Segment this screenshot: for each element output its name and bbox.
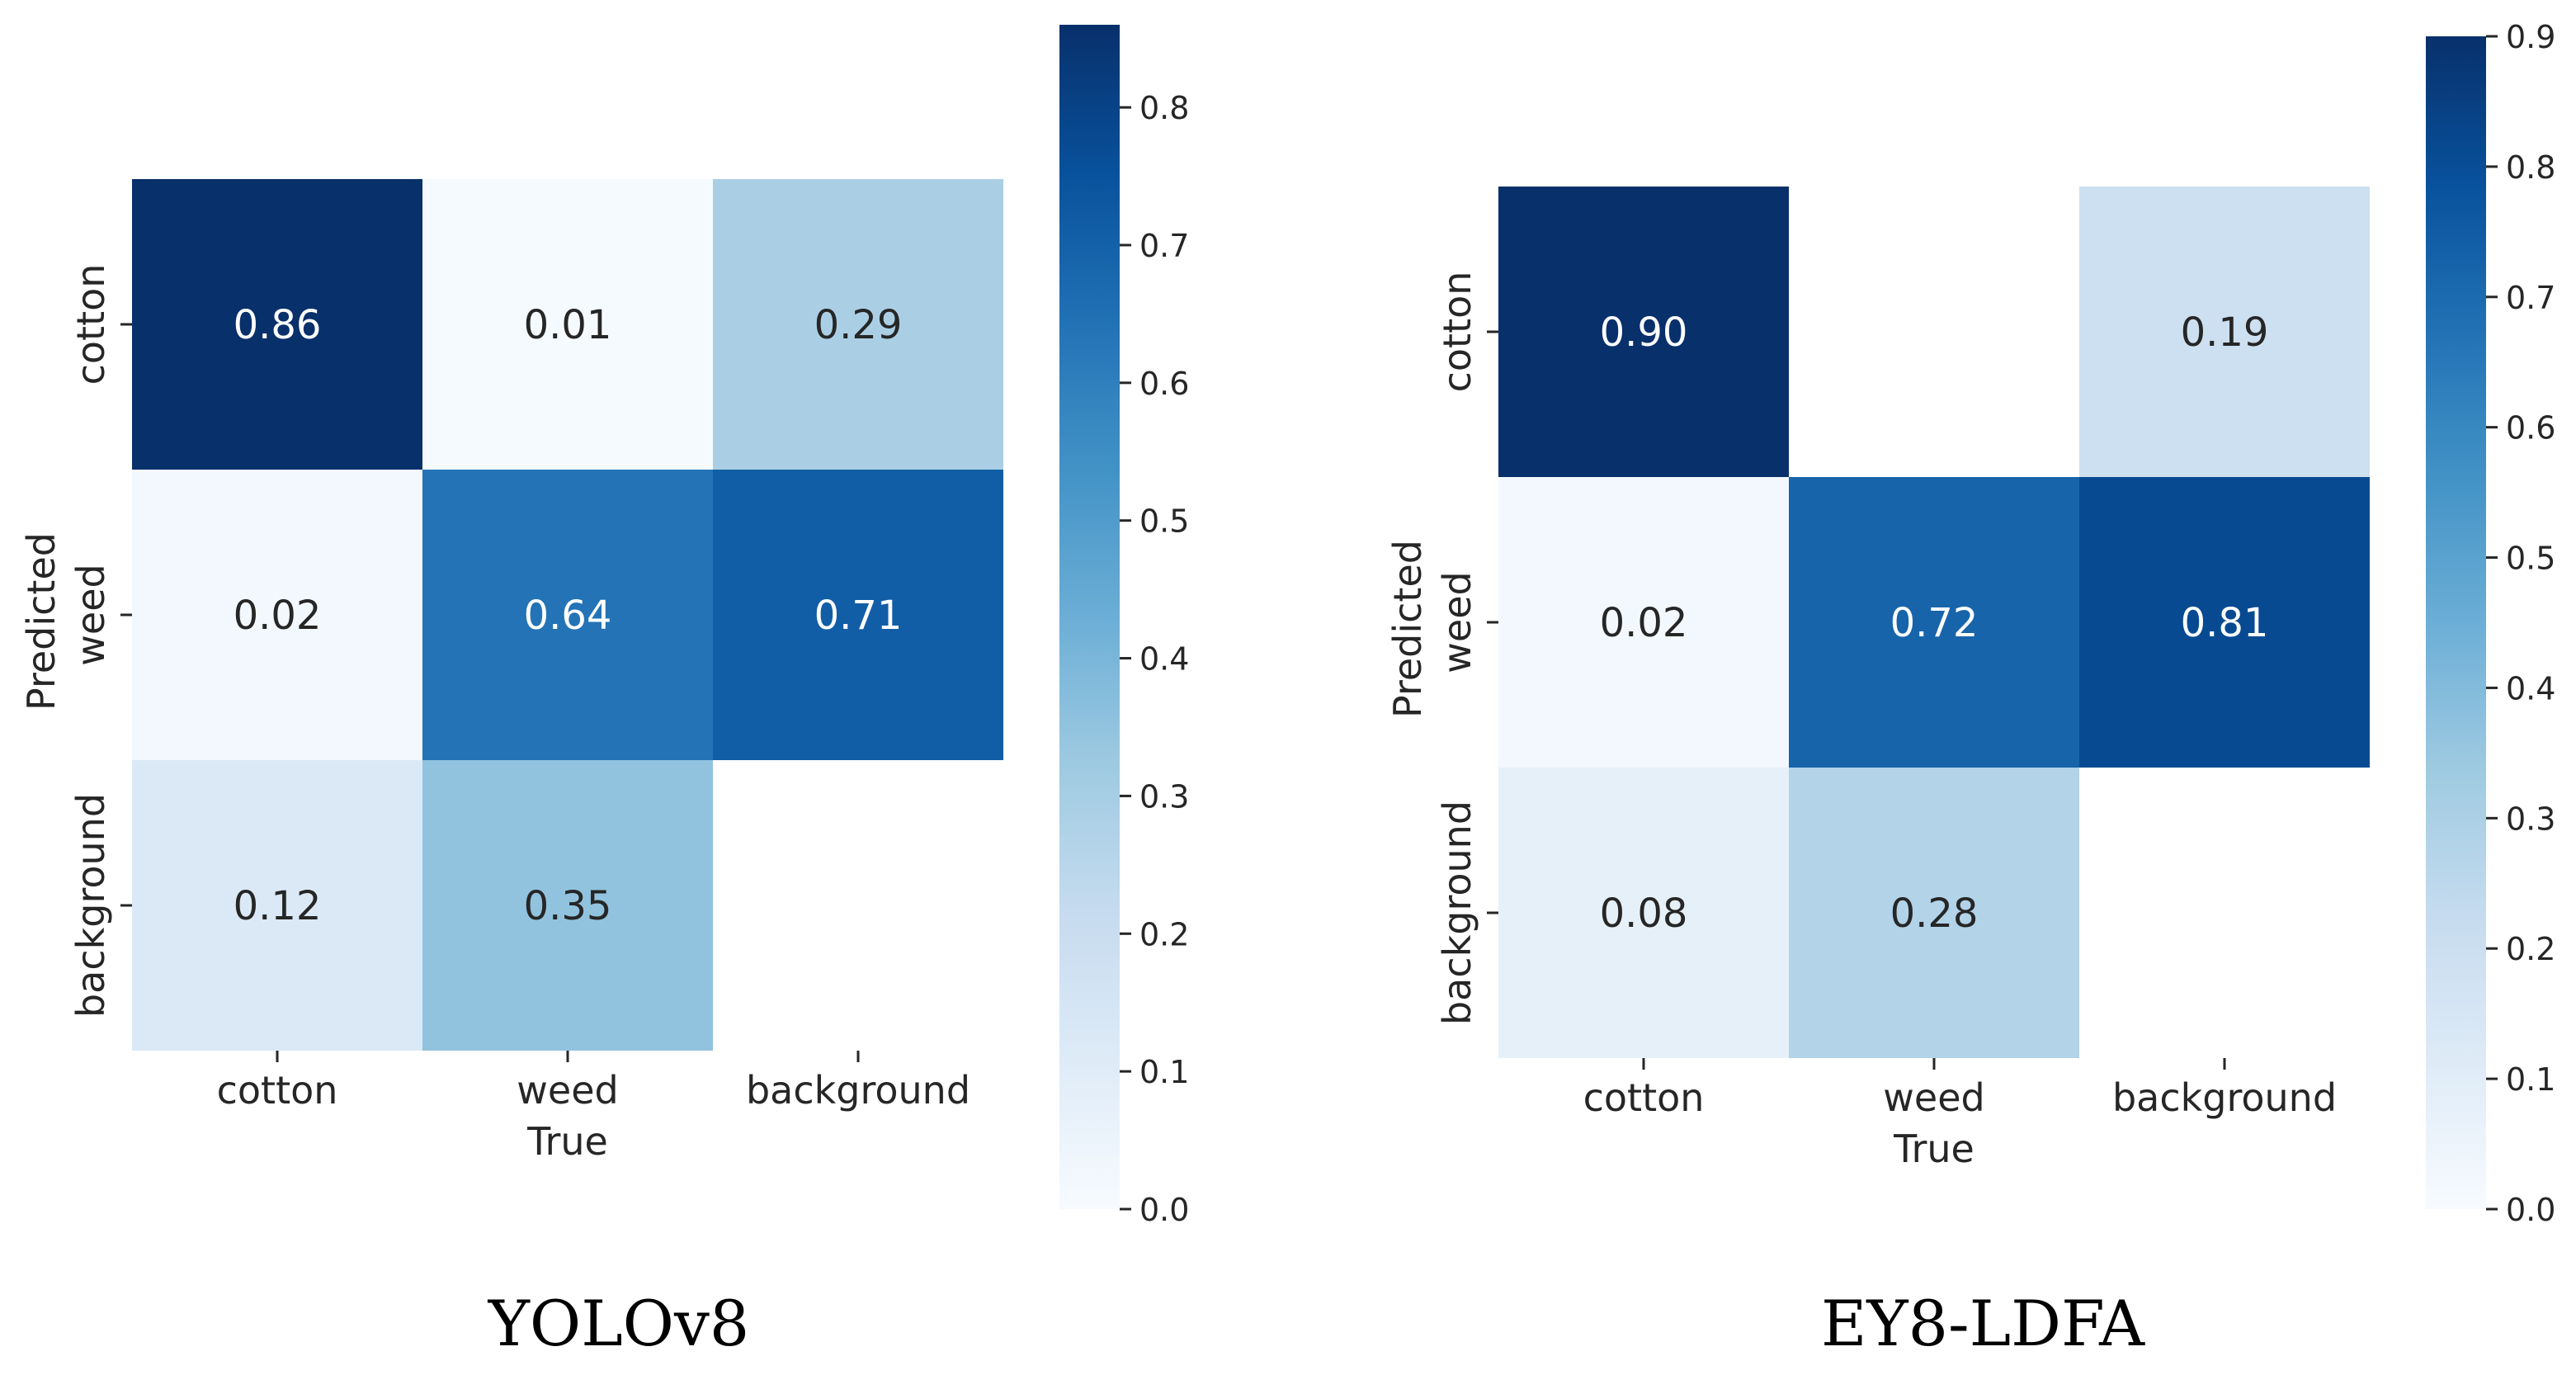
heatmap-cell	[1498, 768, 1789, 1058]
heatmap-cell	[1789, 768, 2079, 1058]
colorbar-tick-label: 0.5	[1139, 503, 1189, 540]
colorbar-tick-label: 0.6	[2506, 410, 2555, 447]
y-tick-label: cotton	[68, 264, 113, 385]
colorbar-tick-label: 0.4	[2506, 670, 2555, 706]
colorbar-tick-label: 0.8	[2506, 149, 2555, 186]
cell-value-label: 0.02	[1600, 600, 1688, 646]
colorbar-tick-label: 0.2	[1139, 916, 1189, 952]
heatmap-cell	[1498, 187, 1789, 477]
heatmap-cell	[713, 470, 1003, 760]
heatmap-cell	[132, 179, 422, 470]
caption-yolov8: YOLOv8	[488, 1287, 750, 1360]
cell-value-label: 0.64	[524, 593, 612, 639]
heatmap-cell	[1498, 477, 1789, 768]
cell-value-label: 0.02	[234, 593, 322, 639]
caption-ey8-ldfa: EY8-LDFA	[1821, 1287, 2145, 1360]
cell-value-label: 0.72	[1890, 600, 1979, 646]
heatmap-cell	[713, 179, 1003, 470]
x-axis-label: True	[1893, 1127, 1974, 1171]
cell-value-label: 0.01	[524, 302, 612, 348]
y-axis-label: Predicted	[19, 532, 64, 711]
cell-value-label: 0.81	[2181, 600, 2269, 646]
colorbar-tick-label: 0.1	[1139, 1054, 1189, 1090]
x-tick-label: weed	[1883, 1075, 1984, 1120]
cell-value-label: 0.08	[1600, 891, 1688, 937]
y-tick-label: weed	[68, 564, 113, 665]
heatmap-cell	[2079, 187, 2370, 477]
heatmap-cell	[2079, 477, 2370, 768]
cell-value-label: 0.35	[524, 883, 612, 929]
x-tick-label: background	[746, 1068, 970, 1113]
heatmap-cell	[422, 760, 713, 1051]
cell-value-label: 0.71	[814, 593, 903, 639]
colorbar-tick-label: 0.9	[2506, 19, 2555, 55]
y-tick-label: weed	[1435, 571, 1479, 673]
y-axis-label: Predicted	[1385, 540, 1430, 718]
heatmap-cell	[132, 760, 422, 1051]
panel-yolov8: 0.86 0.01 0.29 0.02 0.64 0.71 0.12 0.35 cotton we…	[19, 25, 1189, 1228]
panel-ey8-ldfa: 0.90 0.19 0.02 0.72 0.81 0.08 0.28 cotton weed ba…	[1385, 19, 2555, 1228]
y-tick-label: background	[68, 793, 113, 1018]
heatmap-cell	[132, 470, 422, 760]
x-tick-label: weed	[517, 1068, 618, 1113]
colorbar-tick-label: 0.2	[2506, 931, 2555, 967]
colorbar-tick-label: 0.7	[1139, 228, 1189, 264]
y-tick-label: cotton	[1435, 272, 1479, 393]
x-axis-label: True	[526, 1119, 608, 1164]
cell-value-label: 0.19	[2181, 309, 2269, 356]
cell-value-label: 0.29	[814, 302, 903, 348]
heatmap-cell	[422, 470, 713, 760]
colorbar-tick-label: 0.0	[2506, 1192, 2555, 1228]
colorbar-tick-label: 0.7	[2506, 280, 2555, 316]
heatmap-cell	[1789, 477, 2079, 768]
cell-value-label: 0.90	[1600, 309, 1688, 356]
cell-value-label: 0.12	[234, 883, 322, 929]
y-tick-label: background	[1435, 801, 1479, 1025]
x-tick-label: cotton	[1583, 1075, 1705, 1120]
colorbar-tick-label: 0.3	[1139, 778, 1189, 815]
colorbar	[1059, 25, 1120, 1209]
colorbar-tick-label: 0.6	[1139, 366, 1189, 402]
cell-value-label: 0.86	[234, 302, 322, 348]
colorbar-tick-label: 0.4	[1139, 641, 1189, 678]
colorbar-tick-label: 0.8	[1139, 90, 1189, 126]
colorbar	[2426, 36, 2486, 1209]
heatmap-cell	[422, 179, 713, 470]
colorbar-tick-label: 0.0	[1139, 1192, 1189, 1228]
x-tick-label: background	[2112, 1075, 2337, 1120]
x-tick-label: cotton	[217, 1068, 338, 1113]
colorbar-tick-label: 0.5	[2506, 541, 2555, 577]
colorbar-tick-label: 0.1	[2506, 1061, 2555, 1098]
colorbar-tick-label: 0.3	[2506, 801, 2555, 837]
cell-value-label: 0.28	[1890, 891, 1979, 937]
